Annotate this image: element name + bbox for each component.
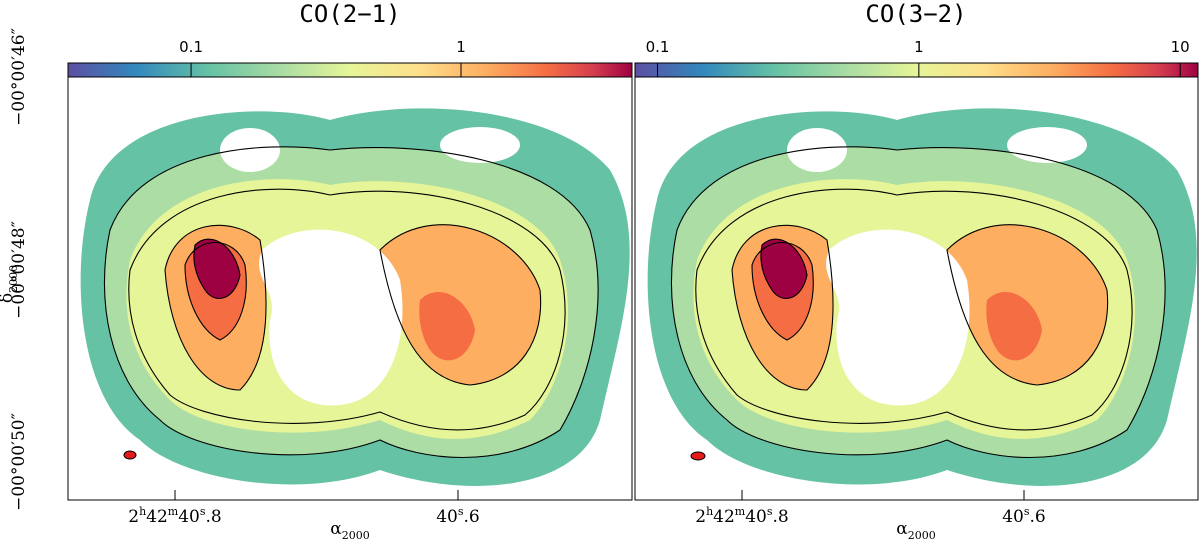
superscript: m [735,505,746,518]
frame [67,76,633,501]
panel-title: CO(3−2) [865,0,966,28]
x-tick-label: 40s.6 [436,505,480,527]
text-part: .8 [206,507,222,527]
text-part: 42 [146,507,168,527]
frame [634,76,1199,501]
subscript: 2000 [342,529,370,542]
text-part: 42 [713,507,735,527]
map-right [635,77,1198,500]
text-part: .6 [464,507,480,527]
y-tick-label: −00°00′46″ [9,28,29,126]
x-tick-label: 2h42m40s.8 [128,505,222,527]
colorbar [67,62,633,78]
y-tick-label: −00°00′50″ [9,413,29,511]
colorbar-tick-label: 10 [1171,38,1190,56]
panel-title: CO(2−1) [299,0,400,28]
beam [690,451,706,461]
text-part: 40 [745,507,767,527]
symbol: α [896,519,908,539]
superscript: h [706,505,713,518]
x-tick-label: 40s.6 [1002,505,1046,527]
x-axis-title: α2000 [330,519,369,542]
superscript: s [1024,505,1030,518]
colorbar-tick-label: 0.1 [646,38,670,56]
superscript: m [168,505,179,518]
beam [123,450,137,460]
colorbar-tick-label: 1 [914,38,924,56]
map-left [68,77,632,500]
superscript: s [200,505,206,518]
text-part: 2 [695,507,706,527]
subscript: 2000 [7,265,20,293]
y-axis-title: δ2000 [0,265,20,303]
x-tick-label: 2h42m40s.8 [695,505,789,527]
superscript: s [458,505,464,518]
colorbar [634,62,1199,78]
colorbar-tick-label: 0.1 [179,38,203,56]
symbol: α [330,519,342,539]
superscript: h [139,505,146,518]
superscript: s [767,505,773,518]
text-part: .6 [1030,507,1046,527]
text-part: 40 [436,507,458,527]
subscript: 2000 [908,529,936,542]
colorbar-tick-label: 1 [456,38,466,56]
y-tick-label: −00°00′48″ [9,221,29,319]
symbol: δ [0,293,17,303]
text-part: 2 [128,507,139,527]
text-part: 40 [178,507,200,527]
text-part: 40 [1002,507,1024,527]
x-axis-title: α2000 [896,519,935,542]
text-part: .8 [773,507,789,527]
